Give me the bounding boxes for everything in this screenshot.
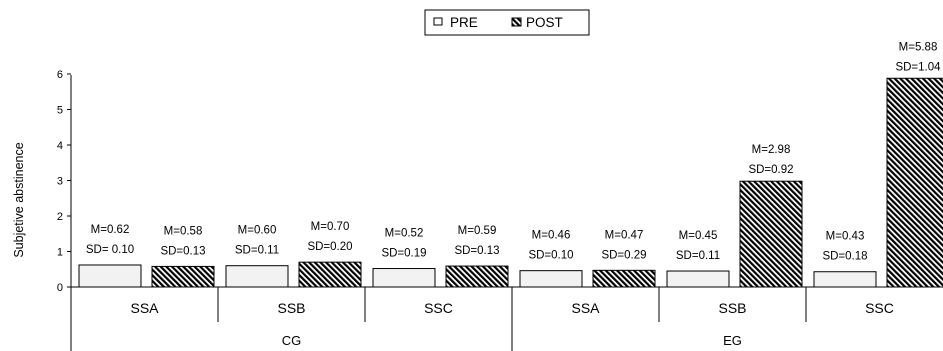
bar-mean-label: M=0.43 xyxy=(826,231,865,243)
y-tick-label: 6 xyxy=(57,69,63,81)
x-axis: SSA SSB SSC CG SSA SSB SSC EG xyxy=(70,286,943,351)
bar-mean-label: M=5.88 xyxy=(899,41,938,53)
bar-post xyxy=(739,180,803,288)
bar-post xyxy=(886,77,943,288)
y-tick-label: 0 xyxy=(57,282,63,294)
bar-mean-label: M=0.59 xyxy=(458,225,497,237)
x-group-label: EG xyxy=(723,333,742,348)
bar-sd-label: SD=0.19 xyxy=(381,248,426,260)
x-category-label: SSC xyxy=(424,300,453,316)
bar-mean-label: M=0.60 xyxy=(238,225,277,237)
bar-post xyxy=(445,265,509,288)
y-tick-label: 2 xyxy=(57,211,63,223)
legend-post-label: POST xyxy=(526,15,563,30)
y-tick-label: 3 xyxy=(57,176,63,188)
bar-mean-label: M=0.47 xyxy=(605,229,644,241)
bar-pre xyxy=(225,265,289,288)
bar-mean-label: M=0.45 xyxy=(679,230,718,242)
bar-mean-label: M=0.46 xyxy=(532,230,571,242)
legend-box xyxy=(424,9,590,36)
bar-sd-label: SD=0.11 xyxy=(235,245,279,257)
x-category-label: SSB xyxy=(718,300,746,316)
bar-post xyxy=(298,261,362,288)
bar-sd-label: SD= 0.10 xyxy=(86,244,134,256)
bar-sd-label: SD=0.13 xyxy=(160,245,205,257)
bar-post xyxy=(151,265,215,288)
bar-mean-label: M=0.52 xyxy=(385,228,424,240)
bar-pre xyxy=(666,270,730,288)
y-axis-label: Subjetive abstinence xyxy=(12,142,26,257)
bar-sd-label: SD=0.10 xyxy=(528,250,573,262)
legend: PRE POST xyxy=(424,9,590,36)
bar-sd-label: SD=1.04 xyxy=(895,61,941,73)
bars xyxy=(78,77,943,288)
bar-mean-label: M=0.62 xyxy=(91,224,130,236)
bar-pre xyxy=(78,264,142,288)
bar-sd-label: SD=0.18 xyxy=(822,251,867,263)
y-ticks: 0 1 2 3 4 5 6 xyxy=(57,69,71,294)
bar-sd-label: SD=0.13 xyxy=(454,245,499,257)
legend-pre-label: PRE xyxy=(450,15,478,30)
x-category-label: SSB xyxy=(277,300,305,316)
bar-sd-label: SD=0.11 xyxy=(676,250,720,262)
bar-sd-label: SD=0.20 xyxy=(307,241,352,253)
x-group-label: CG xyxy=(282,333,302,348)
bar-pre xyxy=(519,270,583,288)
x-category-label: SSA xyxy=(130,300,159,316)
bar-pre xyxy=(813,271,877,288)
bar-post xyxy=(592,269,656,288)
x-category-label: SSA xyxy=(571,300,600,316)
bar-labels: M=0.62 SD= 0.10 M=0.58 SD=0.13 M=0.60 SD=0.11… xyxy=(86,41,941,262)
legend-post-swatch xyxy=(511,17,522,27)
bar-sd-label: SD=0.92 xyxy=(748,164,793,176)
bar-sd-label: SD=0.29 xyxy=(601,249,646,261)
x-category-label: SSC xyxy=(865,300,894,316)
y-tick-label: 1 xyxy=(57,247,63,259)
bar-mean-label: M=2.98 xyxy=(752,144,791,156)
y-tick-label: 5 xyxy=(57,105,63,117)
bar-mean-label: M=0.58 xyxy=(164,225,203,237)
y-tick-label: 4 xyxy=(57,140,63,152)
legend-pre-swatch xyxy=(433,17,443,26)
bar-mean-label: M=0.70 xyxy=(311,221,350,233)
bar-pre xyxy=(372,268,436,288)
